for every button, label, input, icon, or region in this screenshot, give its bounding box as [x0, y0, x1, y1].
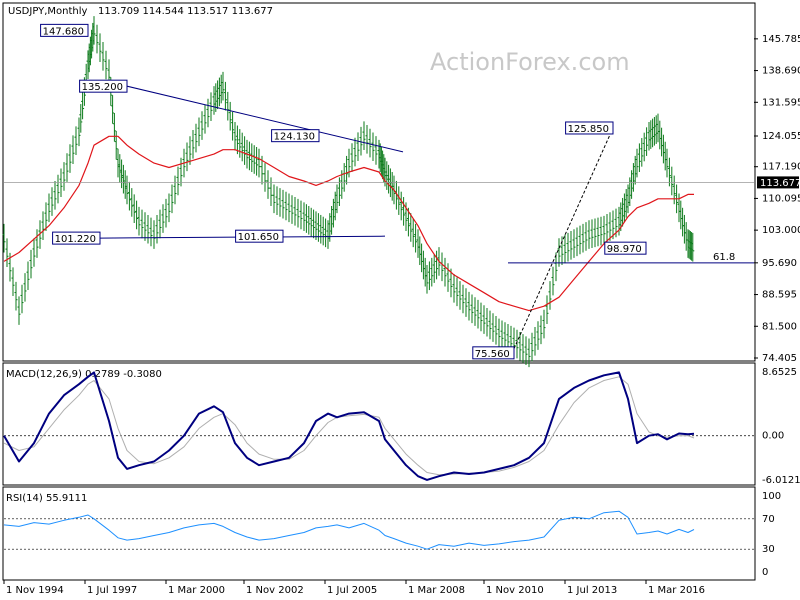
price-annotation-label: 101.220	[55, 234, 96, 245]
current-price-label: 113.677	[760, 178, 800, 189]
rsi-axis-label: 30	[762, 544, 775, 555]
rsi-axis-label: 70	[762, 514, 775, 525]
falling-trendline	[126, 85, 404, 153]
moving-average-line	[3, 135, 694, 312]
macd-panel-frame	[2, 362, 756, 486]
price-axis-label: 124.055	[762, 131, 800, 142]
price-annotation-label: 124.130	[274, 132, 315, 143]
price-annotation-label: 75.560	[475, 349, 510, 360]
price-annotation-label: 98.970	[607, 244, 642, 255]
price-panel-frame	[2, 2, 756, 362]
price-axis-label: 145.785	[762, 34, 800, 45]
rsi-series-layer	[3, 510, 754, 550]
macd-axis-label: 0.00	[762, 431, 784, 442]
macd-axis-label: -6.0121	[762, 475, 800, 486]
x-axis-label: 1 Nov 1994	[6, 585, 64, 596]
price-axis-label: 131.595	[762, 97, 800, 108]
x-axis-label: 1 Mar 2008	[408, 585, 465, 596]
x-axis-label: 1 Jul 2005	[327, 585, 377, 596]
x-axis-label: 1 Nov 2010	[486, 585, 544, 596]
price-annotation-box	[565, 121, 614, 135]
x-axis-label: 1 Mar 2016	[648, 585, 705, 596]
price-series-layer	[2, 16, 754, 368]
macd-title: MACD(12,26,9) 0.2789 -0.3080	[6, 369, 162, 380]
price-axis-label: 95.690	[762, 258, 797, 269]
price-annotation-box	[79, 79, 128, 93]
price-panel: USDJPY,Monthly 113.709 114.544 113.517 1…	[2, 2, 756, 362]
rsi-panel-frame	[2, 486, 756, 581]
price-axis-label: 88.595	[762, 290, 797, 301]
macd-axis-label: 8.6525	[762, 367, 797, 378]
x-axis-label: 1 Jul 1997	[87, 585, 137, 596]
macd-panel: MACD(12,26,9) 0.2789 -0.3080	[2, 362, 756, 486]
annotations-layer: 147.680 135.200 124.130 101.220 101.650 75.56…	[40, 23, 735, 360]
rsi-line	[3, 510, 695, 550]
rsi-panel: RSI(14) 55.9111	[2, 486, 756, 581]
price-axis-label: 103.000	[762, 225, 800, 236]
price-axis-label: 74.405	[762, 353, 797, 364]
price-annotation-box	[271, 129, 320, 143]
x-axis-label: 1 Mar 2000	[168, 585, 225, 596]
x-axis-label: 1 Nov 2002	[246, 585, 304, 596]
price-axis-label: 81.500	[762, 321, 797, 332]
fib-level-label: 61.8	[713, 252, 735, 263]
fib-dashed-line	[513, 127, 614, 349]
current-price-box	[757, 176, 799, 189]
axes-layer: 145.785 138.690 131.595 124.055 117.190 110.0…	[3, 34, 800, 596]
price-annotation-box	[604, 241, 647, 255]
price-annotation-label: 135.200	[82, 82, 123, 93]
macd-line	[3, 371, 695, 481]
price-annotation-box	[52, 231, 101, 245]
rsi-title: RSI(14) 55.9111	[6, 493, 87, 504]
price-axis-label: 138.690	[762, 66, 800, 77]
watermark: ActionForex.com	[430, 48, 630, 76]
price-axis-label: 110.095	[762, 193, 800, 204]
macd-series-layer	[3, 371, 754, 481]
price-annotation-label: 101.650	[238, 232, 279, 243]
rsi-axis-label: 0	[762, 567, 768, 578]
ohlc-values: 113.709 114.544 113.517 113.677	[98, 6, 273, 17]
price-annotation-box	[40, 23, 89, 37]
chart-title: USDJPY,Monthly	[8, 6, 88, 17]
rsi-axis-label: 100	[762, 491, 781, 502]
price-axis-label: 117.190	[762, 162, 800, 173]
price-annotation-label: 147.680	[43, 26, 84, 37]
macd-signal-line	[3, 376, 695, 476]
price-annotation-label: 125.850	[568, 124, 609, 135]
price-annotation-box	[235, 229, 284, 243]
price-annotation-box	[472, 346, 515, 360]
x-axis-label: 1 Jul 2013	[567, 585, 617, 596]
